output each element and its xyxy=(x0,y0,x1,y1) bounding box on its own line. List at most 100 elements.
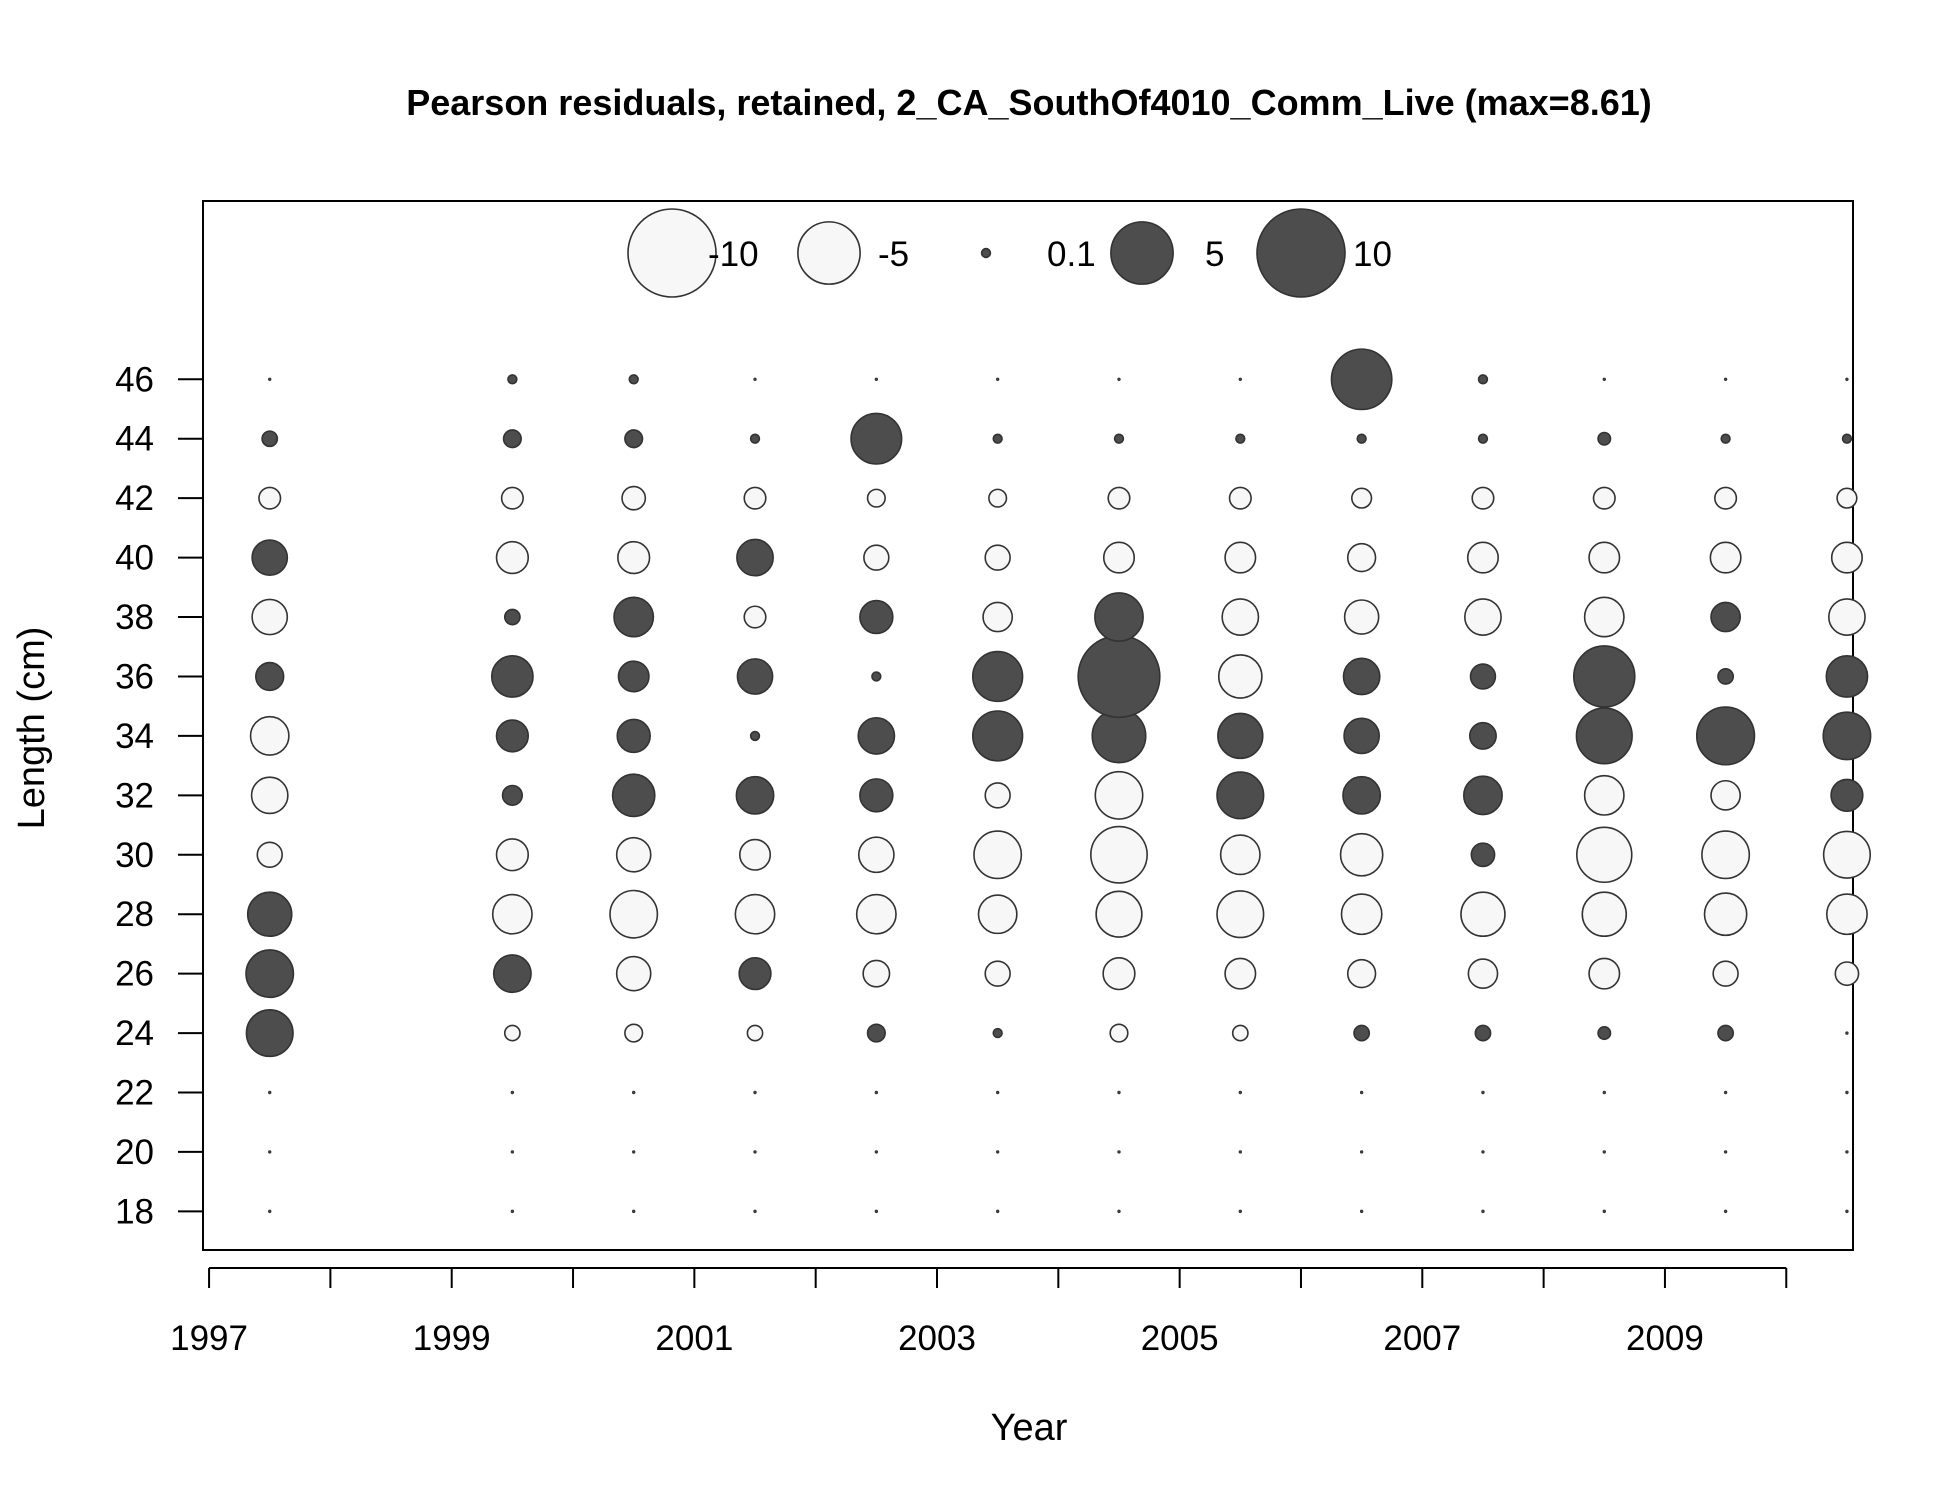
residual-bubble xyxy=(1224,957,1257,990)
bubbles xyxy=(245,348,1872,1214)
residual-bubble xyxy=(1723,1209,1728,1214)
residual-bubble xyxy=(862,959,891,988)
y-tick-label: 38 xyxy=(115,598,154,637)
residual-bubble xyxy=(1221,598,1260,636)
residual-bubble xyxy=(616,718,651,754)
residual-bubble xyxy=(749,433,761,444)
residual-bubble xyxy=(1330,348,1393,411)
residual-bubble xyxy=(859,599,894,635)
x-tick-label: 2003 xyxy=(898,1319,976,1358)
residual-bubble xyxy=(500,486,524,510)
residual-bubble xyxy=(736,658,774,695)
residual-bubble xyxy=(631,1090,636,1095)
residual-bubble xyxy=(510,1090,515,1095)
residual-bubble xyxy=(503,608,521,626)
residual-bubble xyxy=(617,660,650,693)
residual-bubble xyxy=(492,954,532,994)
residual-bubble xyxy=(874,1209,879,1214)
residual-bubble xyxy=(1464,598,1502,636)
residual-bubble xyxy=(1107,486,1131,510)
residual-bubble xyxy=(624,429,644,449)
residual-bubble xyxy=(1573,645,1636,708)
residual-bubble xyxy=(1845,1031,1849,1035)
residual-bubble xyxy=(1830,778,1864,812)
residual-bubble xyxy=(251,539,289,577)
residual-bubble xyxy=(268,1209,272,1214)
residual-bubble xyxy=(611,773,656,818)
legend-bubble xyxy=(797,221,861,285)
residual-bubble xyxy=(1602,1150,1606,1154)
residual-bubble xyxy=(245,1008,294,1058)
residual-bubble xyxy=(1109,1023,1129,1043)
residual-bubble xyxy=(995,1090,1000,1095)
residual-bubble xyxy=(1231,1024,1249,1042)
residual-bubble xyxy=(502,429,522,449)
residual-bubble xyxy=(1346,542,1377,573)
residual-bubble xyxy=(490,655,534,698)
residual-bubble xyxy=(995,377,1000,382)
residual-bubble xyxy=(1468,721,1497,750)
residual-bubble xyxy=(261,430,279,448)
residual-bubble xyxy=(1469,663,1497,690)
residual-bubble xyxy=(1481,1150,1485,1154)
residual-bubble xyxy=(1583,774,1625,816)
residual-bubble xyxy=(617,540,651,575)
residual-bubble xyxy=(245,949,295,999)
residual-bubble xyxy=(615,836,652,873)
residual-bubble xyxy=(1723,377,1728,382)
residual-bubble xyxy=(1602,1090,1606,1095)
legend-label: -5 xyxy=(878,235,909,274)
residual-bubble xyxy=(503,1024,521,1042)
residual-bubble xyxy=(753,1090,757,1095)
residual-bubble xyxy=(1113,433,1125,444)
y-tick-label: 40 xyxy=(115,539,154,578)
residual-bubble xyxy=(1575,707,1633,765)
residual-bubble xyxy=(874,377,879,382)
residual-bubble xyxy=(1712,960,1739,987)
residual-bubble xyxy=(859,778,894,813)
residual-bubble xyxy=(1710,779,1742,811)
legend-label: 0.1 xyxy=(1047,235,1096,274)
residual-bubble xyxy=(984,960,1011,987)
residual-bubble xyxy=(1467,958,1499,990)
legend: -10 -5 0.1 5 10 xyxy=(627,208,1392,298)
residual-bubble xyxy=(1841,433,1853,444)
residual-bubble xyxy=(495,838,530,872)
y-tick-label: 24 xyxy=(115,1014,154,1053)
residual-bubble xyxy=(1228,486,1252,510)
x-axis-title: Year xyxy=(991,1407,1068,1449)
residual-bubble xyxy=(743,486,767,510)
residual-bubble xyxy=(268,1150,272,1154)
y-tick-label: 18 xyxy=(115,1192,154,1231)
residual-bubble xyxy=(1117,1150,1121,1154)
residual-bubble xyxy=(1340,893,1383,936)
residual-bubble xyxy=(973,830,1023,880)
residual-bubble xyxy=(1353,1024,1371,1042)
residual-bubble xyxy=(1477,433,1489,444)
residual-bubble xyxy=(495,540,530,575)
residual-bubble xyxy=(268,377,272,382)
residual-bubble xyxy=(1830,541,1863,574)
residual-bubble xyxy=(743,605,767,629)
residual-bubble xyxy=(1238,1150,1243,1154)
residual-bubble xyxy=(1094,770,1144,820)
residual-bubble xyxy=(495,719,530,753)
x-tick-label: 2001 xyxy=(655,1319,733,1358)
residual-bubble xyxy=(1477,374,1489,385)
residual-bubble xyxy=(1471,486,1495,510)
residual-bubble xyxy=(1695,706,1756,766)
legend-bubble xyxy=(1256,208,1346,298)
residual-bubble xyxy=(995,1209,1000,1214)
residual-bubble xyxy=(850,412,903,465)
residual-bubble xyxy=(1359,1150,1364,1154)
residual-bubble xyxy=(1356,433,1367,444)
residual-bubble xyxy=(1720,433,1731,444)
residual-bubble xyxy=(1339,832,1384,877)
residual-bubble xyxy=(1219,834,1261,876)
residual-bubble xyxy=(1576,826,1633,884)
residual-bubble xyxy=(1238,377,1243,382)
residual-bubble xyxy=(753,1150,757,1154)
y-tick-label: 46 xyxy=(115,360,154,399)
legend-label: -10 xyxy=(708,235,759,274)
residual-bubble xyxy=(1359,1209,1364,1214)
